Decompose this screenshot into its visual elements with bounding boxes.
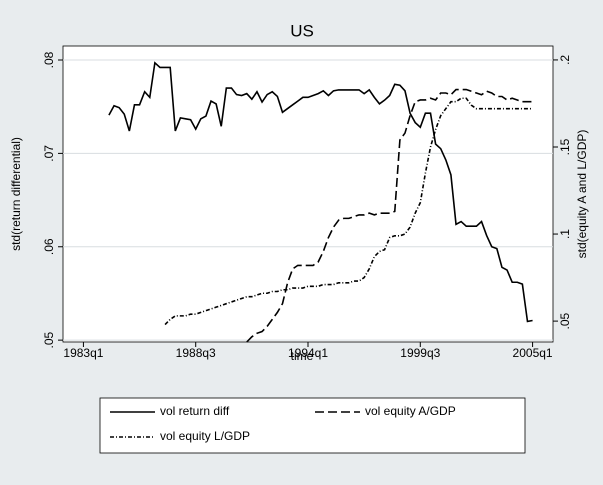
y-tick-label: .08 bbox=[42, 51, 56, 68]
x-tick-label: 1994q1 bbox=[288, 346, 328, 360]
y-tick-label: .05 bbox=[42, 331, 56, 348]
plot-area bbox=[62, 45, 554, 343]
legend-label: vol equity L/GDP bbox=[160, 429, 250, 443]
line-series bbox=[246, 88, 533, 343]
x-tick-label: 1999q3 bbox=[400, 346, 440, 360]
y-axis-title: std(return differential) bbox=[9, 137, 23, 251]
legend-label: vol return diff bbox=[160, 404, 230, 418]
x-tick-label: 1983q1 bbox=[63, 346, 103, 360]
legend-label: vol equity A/GDP bbox=[365, 404, 456, 418]
chart-title: US bbox=[290, 21, 314, 40]
y2-axis-title: std(equity A and L/GDP) bbox=[575, 130, 589, 259]
x-tick-label: 2005q1 bbox=[513, 346, 553, 360]
x-axis-title: time bbox=[291, 349, 314, 363]
y2-tick-label: .05 bbox=[558, 312, 572, 329]
y-tick-label: .06 bbox=[42, 238, 56, 255]
y2-tick-label: .1 bbox=[558, 229, 572, 239]
y-tick-label: .07 bbox=[42, 145, 56, 162]
legend bbox=[99, 397, 526, 454]
x-tick-label: 1988q3 bbox=[176, 346, 216, 360]
y2-tick-label: .15 bbox=[558, 138, 572, 155]
line-series bbox=[164, 97, 533, 326]
y2-tick-label: .2 bbox=[558, 55, 572, 65]
line-series bbox=[108, 61, 533, 323]
